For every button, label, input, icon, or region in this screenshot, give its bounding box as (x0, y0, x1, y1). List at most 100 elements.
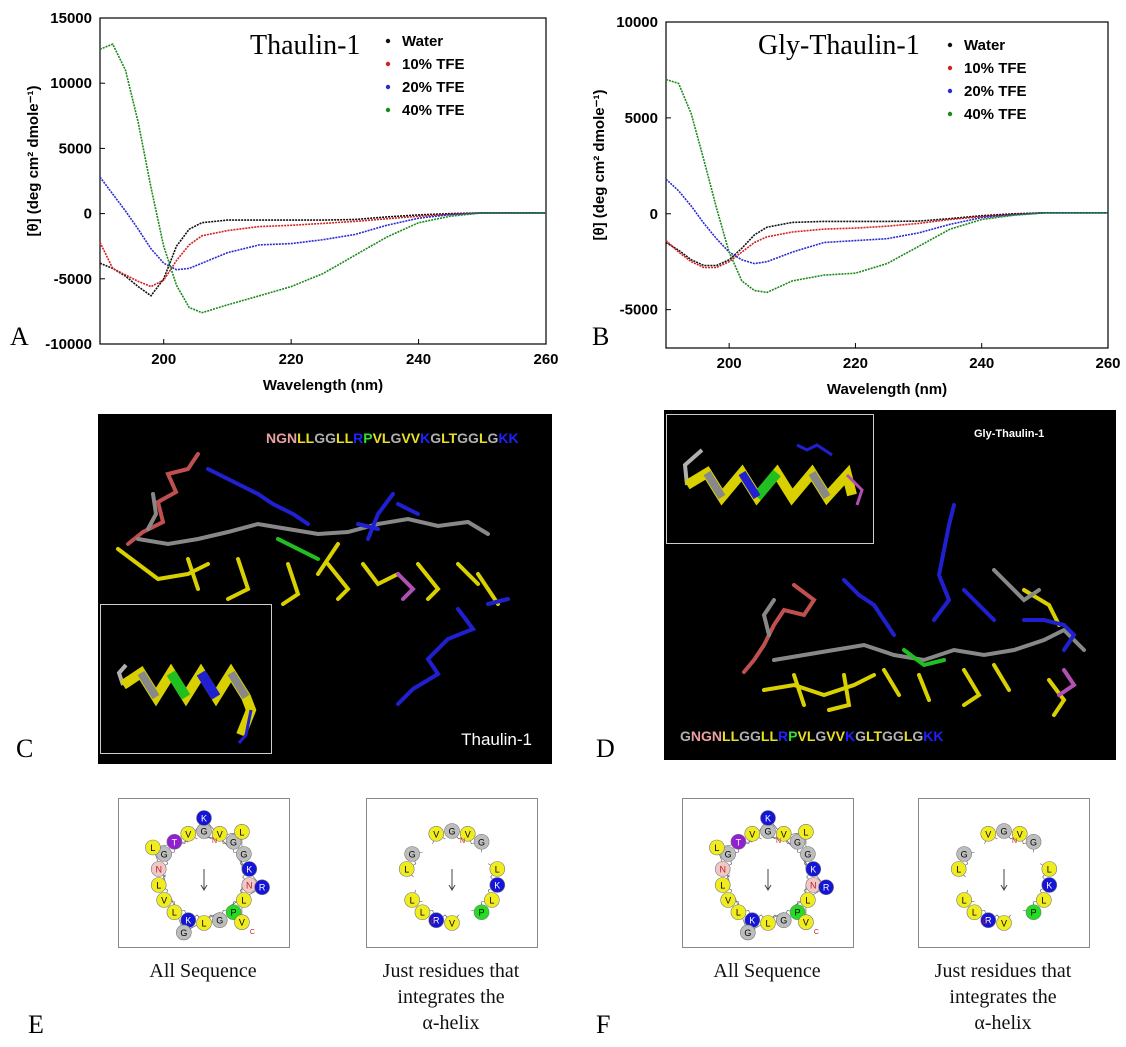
residue-node (196, 915, 212, 931)
y-tick-label: 5000 (625, 110, 658, 127)
c-terminus-label: C (814, 929, 819, 936)
sequence-segment: NGN (266, 430, 298, 446)
residue-node (234, 914, 250, 930)
panel-letter-f: F (596, 1010, 611, 1039)
sequence-segment: G (487, 430, 499, 446)
caption-all-sequence-f: All Sequence (713, 960, 821, 982)
sequence-thaulin-1: NGNLLGGLLRPVLGVVKGLTGGLGKK (266, 430, 519, 446)
residue-node (489, 877, 506, 893)
sequence-segment: G (815, 728, 827, 744)
residue-label: V (803, 918, 809, 928)
x-axis-label: Wavelength (nm) (263, 377, 383, 394)
residue-label: V (449, 919, 455, 929)
residue-label: L (489, 896, 494, 906)
legend-label: 20% TFE (402, 79, 465, 96)
sequence-segment: LL (722, 728, 740, 744)
residue-label: K (201, 814, 207, 824)
legend-marker (947, 88, 953, 94)
residue-node (459, 825, 476, 842)
residue-label: G (961, 850, 968, 860)
residue-label: L (765, 919, 770, 929)
chart-a-title: Thaulin-1 (250, 30, 361, 61)
residue-node (1025, 833, 1042, 850)
residue-label: T (172, 837, 178, 847)
x-tick-label: 240 (969, 355, 994, 372)
residue-node (254, 879, 270, 896)
legend-label: 40% TFE (964, 106, 1027, 123)
sequence-segment: VL (797, 728, 816, 744)
residue-node (730, 833, 747, 850)
residue-label: L (714, 843, 719, 853)
arrow-head (200, 884, 208, 891)
residue-node (398, 861, 415, 877)
residue-label: R (433, 916, 440, 926)
sequence-segment: K (420, 430, 431, 446)
residue-node (489, 861, 506, 877)
residue-label: L (805, 896, 810, 906)
plot-frame (99, 17, 547, 345)
sequence-segment: GG (314, 430, 337, 446)
residue-node (404, 892, 420, 908)
residue-node (1011, 825, 1028, 842)
series-line-10-tfe (99, 212, 546, 288)
y-tick-label: 0 (650, 206, 658, 223)
residue-label: K (1046, 880, 1052, 890)
series-line-water (99, 212, 546, 297)
label-thaulin-1: Thaulin-1 (461, 730, 532, 749)
sequence-gly-thaulin-1: GNGNLLGGLLRPVLGVVKGLTGGLGKK (680, 728, 944, 744)
residue-node (1041, 861, 1058, 877)
residue-node (473, 833, 490, 850)
sequence-segment: VV (826, 728, 845, 744)
residue-label: G (780, 916, 787, 926)
arrow-head (1000, 884, 1008, 891)
residue-label: V (465, 829, 471, 839)
residue-label: T (736, 837, 742, 847)
panel-letter-c: C (16, 734, 34, 763)
y-tick-label: -5000 (54, 271, 92, 288)
residue-label: G (161, 850, 168, 860)
residue-node (744, 825, 761, 842)
sequence-segment: VV (401, 430, 421, 446)
residue-node (145, 839, 161, 856)
caption-helix-f-line3: α-helix (974, 1012, 1032, 1034)
sequence-segment: VL (372, 430, 391, 446)
y-tick-label: 5000 (59, 140, 92, 157)
residue-node (818, 879, 834, 896)
residue-label: V (185, 829, 191, 839)
sequence-segment: G (390, 430, 402, 446)
residue-label: K (246, 865, 252, 875)
residue-node (798, 824, 814, 840)
residue-label: V (1001, 919, 1007, 929)
residue-node (950, 861, 967, 877)
residue-node (805, 861, 822, 877)
legend-label: Water (402, 33, 443, 50)
residue-label: G (409, 850, 416, 860)
residue-label: P (231, 908, 237, 918)
residue-node (775, 825, 792, 842)
panel-letter-b: B (592, 322, 610, 351)
residue-node (150, 861, 167, 877)
residue-node (760, 915, 776, 931)
sequence-segment: LL (297, 430, 315, 446)
sequence-segment: L (903, 728, 913, 744)
residue-label: V (161, 896, 167, 906)
residue-node (980, 912, 997, 929)
sequence-segment: G (680, 728, 691, 744)
residue-label: G (180, 928, 187, 938)
residue-label: L (410, 896, 415, 906)
sequence-segment: LT (865, 728, 883, 744)
residue-node (966, 904, 983, 921)
residue-node (236, 892, 252, 908)
residue-label: L (156, 880, 161, 890)
residue-node (180, 825, 197, 842)
sequence-segment: R (778, 728, 789, 744)
label-gly-thaulin-1: Gly-Thaulin-1 (974, 428, 1045, 440)
cd-chart-gly-thaulin-1: 200 220 240 260 -5000 0 5000 10000 Wavelength (n… (591, 14, 1121, 398)
residue-label: G (230, 837, 237, 847)
molecule-panel-thaulin-1: NGNLLGGLLRPVLGVVKGLTGGLGKK Thaulin-1 (98, 414, 552, 764)
residue-label: L (420, 908, 425, 918)
sequence-segment: KK (498, 430, 519, 446)
panel-letter-e: E (28, 1010, 44, 1039)
legend-marker (385, 38, 391, 44)
